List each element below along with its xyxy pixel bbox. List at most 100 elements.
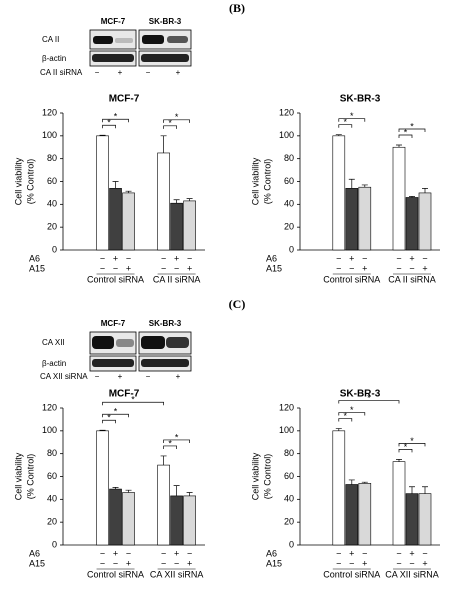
treatment-sign: − [422,548,427,558]
blot-column: MCF-7 [101,319,126,328]
error-bar [409,486,415,494]
bar [96,135,109,251]
treatment-sign: − [362,253,367,263]
treatment-sign: − [161,548,166,558]
treatment-sign: − [422,253,427,263]
error-bar [396,459,402,462]
treatment-sign: + [174,253,179,263]
error-bar [396,144,402,148]
treatment-sign: + [349,548,354,558]
y-tick-label: 40 [284,494,294,504]
y-tick-label: 0 [52,244,57,254]
y-tick-label: 60 [47,471,57,481]
treatment-sign: + [409,548,414,558]
blot-column: SK-BR-3 [149,17,182,26]
treatment-sign: − [161,263,166,273]
y-tick-label: 100 [279,425,294,435]
treatment-sign: − [113,263,118,273]
error-bar [422,486,428,494]
treatment-sign: − [336,558,341,568]
chart-title: SK-BR-3 [340,94,381,105]
panel-label: (C) [229,297,246,311]
bar [157,464,170,546]
significance-bracket [338,400,400,404]
bar [418,493,432,546]
treatment-label: A15 [29,263,45,273]
significance-label: * [168,118,172,128]
sign: − [146,68,151,77]
sirna-label: CA XII siRNA [40,372,88,381]
treatment-sign: − [336,263,341,273]
significance-label: * [367,393,371,403]
treatment-sign: − [126,548,131,558]
y-axis-label: Cell viability [13,452,23,500]
bar [358,186,372,251]
error-bar [125,190,132,193]
treatment-sign: − [349,558,354,568]
bar [392,461,406,546]
y-axis-label: (% Control) [262,454,272,500]
treatment-label: A15 [266,558,282,568]
treatment-sign: − [396,558,401,568]
significance-label: * [404,442,408,452]
treatment-sign: + [349,253,354,263]
bar [96,430,109,546]
error-bar [348,178,355,189]
blot-row: β-actin [42,54,66,63]
treatment-sign: − [396,253,401,263]
significance-label: * [410,121,414,131]
y-tick-label: 100 [42,425,57,435]
y-tick-label: 40 [284,199,294,209]
y-tick-label: 20 [47,222,57,232]
chart-title: SK-BR-3 [340,389,381,400]
x-tick-label: Control siRNA [323,274,380,284]
y-tick-label: 20 [284,517,294,527]
bar [358,483,372,546]
treatment-sign: − [187,253,192,263]
treatment-sign: + [422,558,427,568]
sign: − [95,372,100,381]
y-tick-label: 120 [42,402,57,412]
bar [405,197,419,251]
error-bar [335,134,342,136]
y-axis-label: Cell viability [13,157,23,205]
error-bar [348,479,355,485]
significance-label: * [350,405,354,415]
treatment-sign: − [174,263,179,273]
y-tick-label: 20 [284,222,294,232]
treatment-sign: − [409,263,414,273]
significance-label: * [175,432,179,442]
significance-label: * [410,436,414,446]
y-tick-label: 0 [289,539,294,549]
sign: + [176,372,181,381]
y-tick-label: 60 [284,471,294,481]
treatment-sign: − [113,558,118,568]
treatment-sign: − [161,253,166,263]
treatment-sign: − [100,263,105,273]
y-tick-label: 120 [279,402,294,412]
significance-bracket [398,449,413,453]
y-axis-label: Cell viability [250,157,260,205]
error-bar [361,184,368,188]
chart: SK-BR-3 Cell viability (% Control) 0 20 40 60 8… [250,94,440,284]
treatment-sign: − [336,548,341,558]
significance-bracket [102,118,129,123]
treatment-label: A6 [266,548,277,558]
y-tick-label: 80 [47,448,57,458]
error-bar [99,429,106,431]
sign: + [118,68,123,77]
treatment-sign: − [126,253,131,263]
treatment-label: A15 [29,558,45,568]
error-bar [112,486,119,490]
bar [345,188,359,251]
treatment-sign: + [126,263,131,273]
treatment-sign: − [100,548,105,558]
chart: MCF-7 Cell viability (% Control) 0 20 40 60 80 1… [13,94,205,284]
bar [157,152,170,251]
error-bar [160,455,167,466]
x-tick-label: Control siRNA [323,569,380,579]
significance-label: * [107,118,111,128]
blot-row: CA XII [42,338,65,347]
significance-bracket [102,401,164,406]
